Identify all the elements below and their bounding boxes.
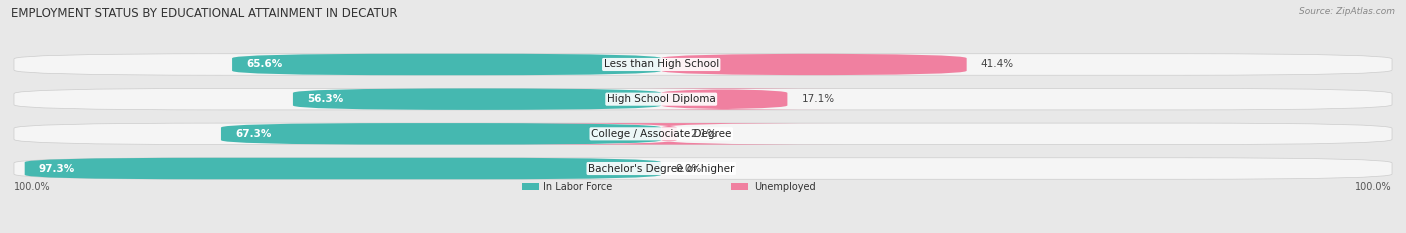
FancyBboxPatch shape — [292, 88, 661, 110]
Text: 100.0%: 100.0% — [1355, 182, 1392, 192]
Text: 67.3%: 67.3% — [235, 129, 271, 139]
Text: High School Diploma: High School Diploma — [607, 94, 716, 104]
Text: College / Associate Degree: College / Associate Degree — [591, 129, 731, 139]
FancyBboxPatch shape — [232, 54, 661, 75]
FancyBboxPatch shape — [14, 88, 1392, 110]
Text: Bachelor's Degree or higher: Bachelor's Degree or higher — [588, 164, 734, 174]
Text: 56.3%: 56.3% — [307, 94, 343, 104]
Text: 97.3%: 97.3% — [38, 164, 75, 174]
Text: Less than High School: Less than High School — [603, 59, 718, 69]
FancyBboxPatch shape — [25, 158, 661, 179]
Text: 65.6%: 65.6% — [246, 59, 283, 69]
Text: 17.1%: 17.1% — [801, 94, 834, 104]
Text: 100.0%: 100.0% — [14, 182, 51, 192]
FancyBboxPatch shape — [221, 123, 661, 145]
Text: Unemployed: Unemployed — [755, 182, 815, 192]
FancyBboxPatch shape — [14, 158, 1392, 179]
Text: EMPLOYMENT STATUS BY EDUCATIONAL ATTAINMENT IN DECATUR: EMPLOYMENT STATUS BY EDUCATIONAL ATTAINM… — [11, 7, 398, 20]
FancyBboxPatch shape — [731, 183, 748, 190]
FancyBboxPatch shape — [14, 54, 1392, 75]
Text: 41.4%: 41.4% — [980, 59, 1014, 69]
FancyBboxPatch shape — [496, 123, 842, 145]
Text: 2.1%: 2.1% — [690, 129, 717, 139]
Text: Source: ZipAtlas.com: Source: ZipAtlas.com — [1299, 7, 1395, 16]
FancyBboxPatch shape — [14, 123, 1392, 145]
FancyBboxPatch shape — [606, 88, 842, 110]
Text: 0.0%: 0.0% — [675, 164, 702, 174]
FancyBboxPatch shape — [661, 54, 967, 75]
FancyBboxPatch shape — [522, 183, 538, 190]
Text: In Labor Force: In Labor Force — [543, 182, 612, 192]
